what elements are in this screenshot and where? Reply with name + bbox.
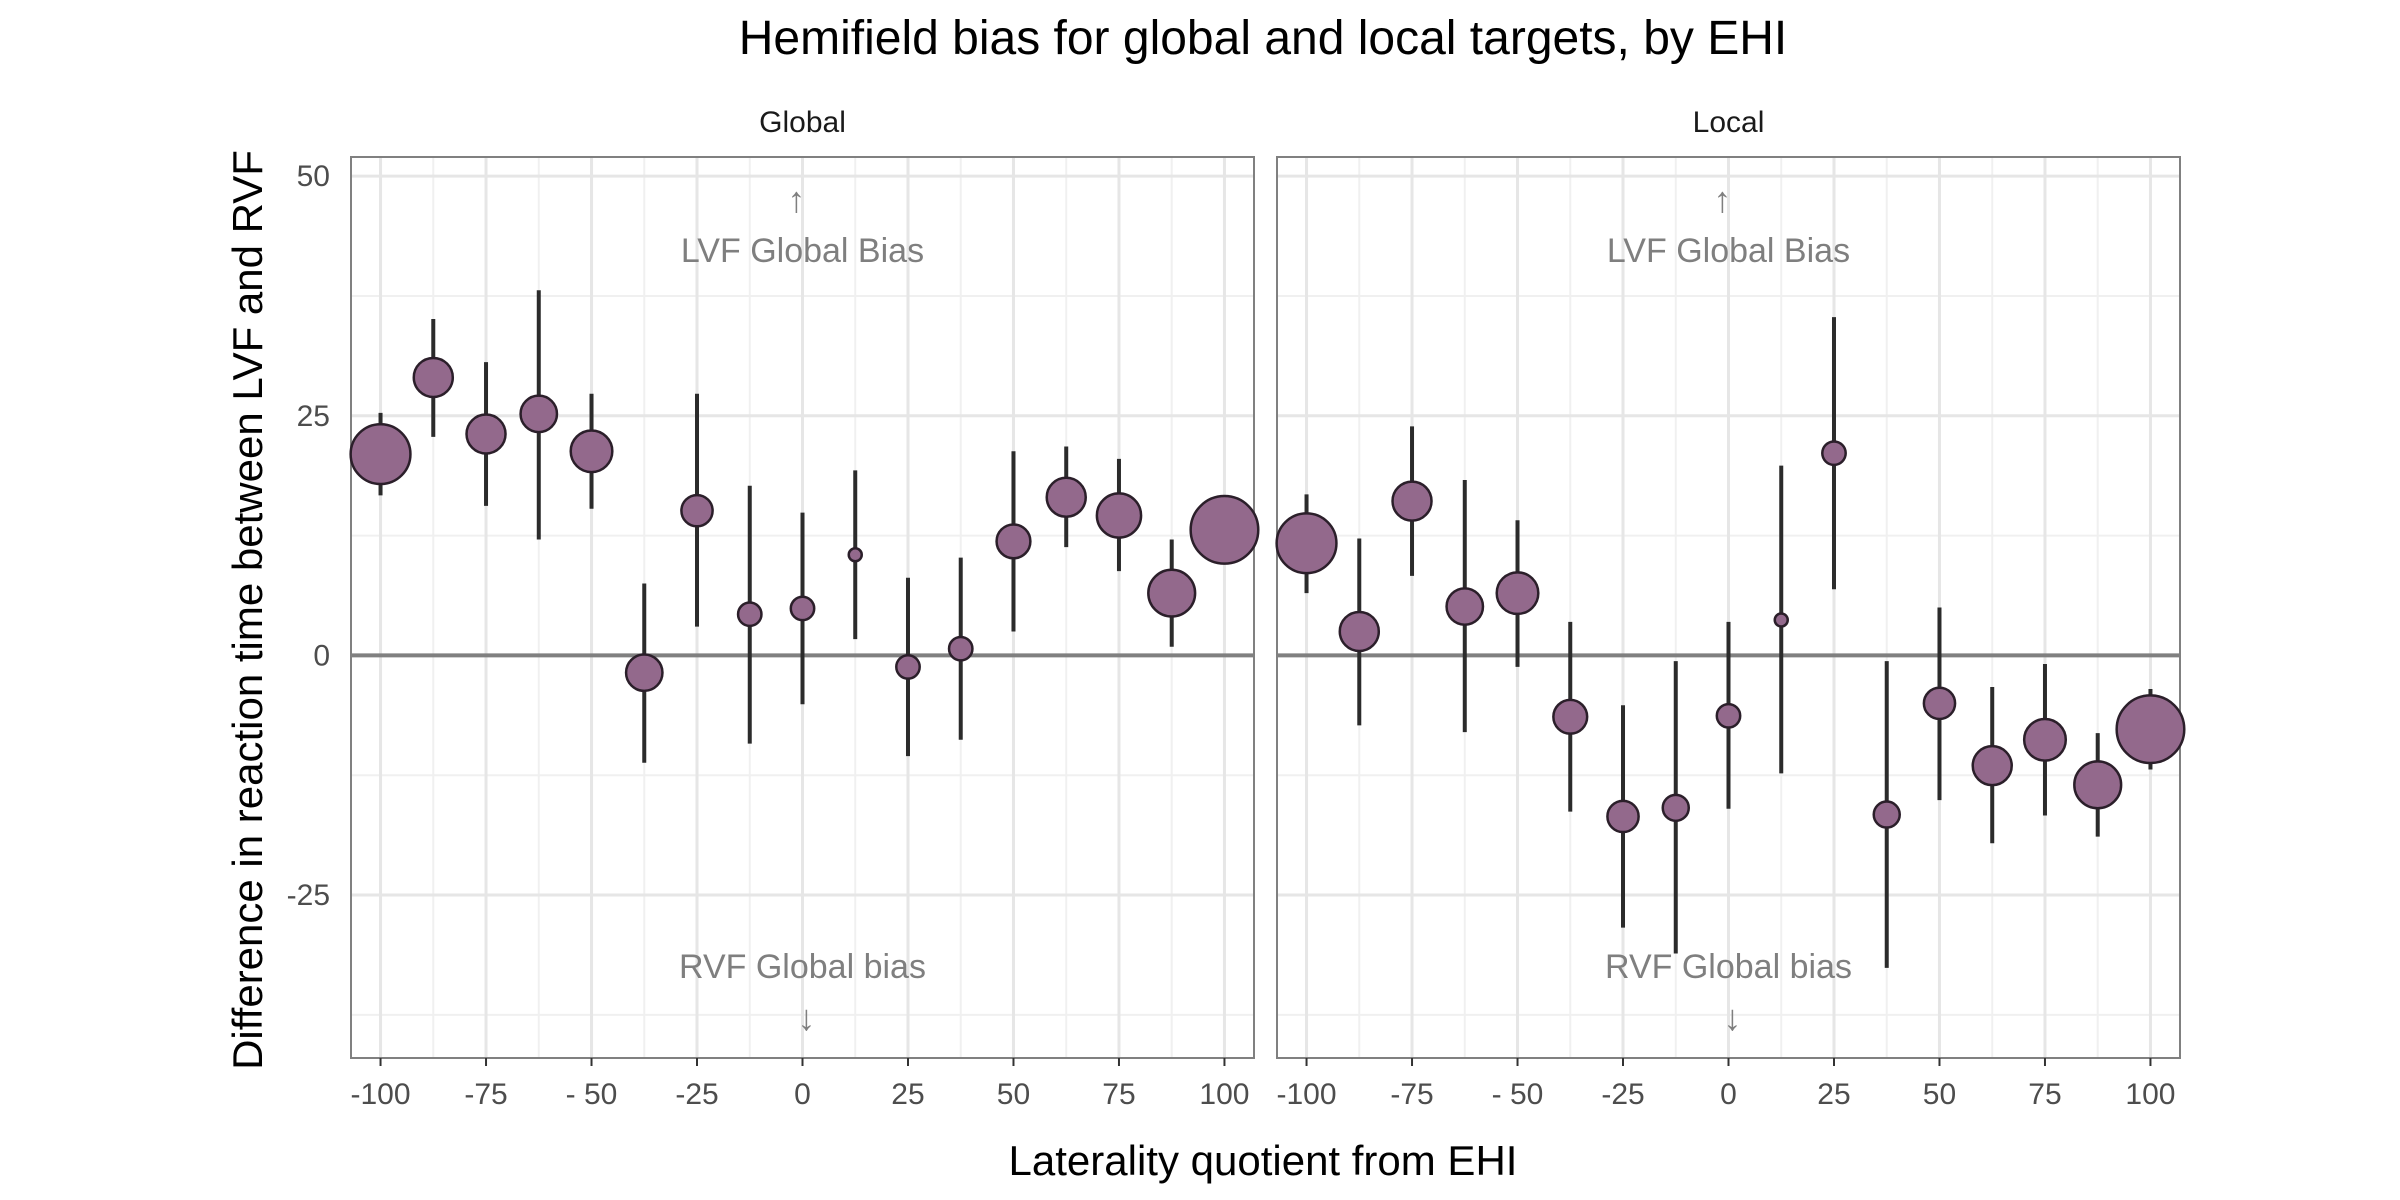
x-tick-label: -75 — [1390, 1078, 1433, 1111]
y-tick-label: 0 — [313, 639, 330, 672]
data-point — [1095, 492, 1143, 539]
x-tick-label: - 50 — [1492, 1078, 1544, 1111]
x-tick-label: 0 — [1720, 1078, 1737, 1111]
annotation-bottom: RVF Global bias — [1605, 948, 1852, 986]
data-point — [1045, 476, 1087, 519]
data-point — [1495, 571, 1540, 616]
data-point — [1275, 512, 1338, 575]
x-tick-label: 25 — [1817, 1078, 1850, 1111]
data-point — [1773, 612, 1789, 628]
data-point — [1661, 793, 1691, 823]
data-point — [1606, 799, 1640, 834]
x-tick-label: 75 — [2028, 1078, 2061, 1111]
panel-local: Local -100 -75 - 50 -25 0 25 50 75 100 ↑ LVF Global… — [1275, 106, 2186, 1111]
chart-title: Hemifield bias for global and local targ… — [739, 12, 1788, 65]
x-tick-label: 100 — [1199, 1078, 1249, 1111]
data-point — [1872, 800, 1901, 829]
data-point — [847, 547, 863, 563]
data-point — [349, 422, 412, 486]
data-point — [895, 653, 921, 680]
y-axis-label: Difference in reaction time between LVF … — [224, 150, 271, 1070]
data-point — [519, 394, 559, 434]
data-point — [1338, 610, 1381, 653]
data-point — [947, 635, 974, 662]
data-point — [1445, 587, 1485, 626]
arrow-up-icon: ↑ — [788, 179, 806, 220]
x-tick-label: - 50 — [566, 1078, 618, 1111]
y-tick-label: 25 — [297, 400, 330, 433]
data-point — [2115, 694, 2186, 765]
data-point — [1189, 494, 1260, 565]
data-point — [465, 413, 507, 455]
annotation-top: LVF Global Bias — [1607, 232, 1850, 270]
x-tick-label: 50 — [1923, 1078, 1956, 1111]
data-point — [680, 493, 714, 528]
data-point — [412, 356, 455, 399]
data-point — [624, 653, 664, 693]
x-tick-label: -25 — [1601, 1078, 1644, 1111]
x-tick-label: -75 — [464, 1078, 507, 1111]
y-tick-label: 50 — [297, 160, 330, 193]
data-point — [1715, 702, 1742, 729]
annotation-bottom: RVF Global bias — [679, 948, 926, 986]
data-point — [995, 523, 1032, 560]
data-point — [1552, 698, 1589, 735]
data-point — [1821, 440, 1847, 467]
x-tick-label: 0 — [794, 1078, 811, 1111]
data-point — [2073, 760, 2123, 810]
data-point — [1922, 686, 1957, 721]
data-point — [569, 429, 614, 474]
arrow-up-icon: ↑ — [1714, 179, 1732, 220]
x-tick-label: 100 — [2125, 1078, 2175, 1111]
data-point — [2022, 717, 2068, 762]
y-tick-label: -25 — [287, 879, 330, 912]
x-tick-label: -100 — [351, 1078, 411, 1111]
data-point — [736, 601, 763, 628]
x-tick-label: -25 — [675, 1078, 718, 1111]
x-tick-label: 50 — [997, 1078, 1030, 1111]
data-point — [1391, 480, 1433, 522]
arrow-down-icon: ↓ — [798, 997, 816, 1038]
data-point — [1971, 744, 2013, 787]
data-point — [1147, 568, 1197, 618]
panel-strip-label: Local — [1693, 106, 1765, 139]
x-tick-label: 75 — [1102, 1078, 1135, 1111]
x-axis-label: Laterality quotient from EHI — [1009, 1137, 1518, 1184]
panel-strip-label: Global — [759, 106, 846, 139]
panel-global: Global -100 -75 - 50 -25 0 25 50 75 100 ↑ LVF Globa… — [349, 106, 1260, 1111]
x-tick-label: 25 — [891, 1078, 924, 1111]
data-point — [789, 595, 816, 622]
arrow-down-icon: ↓ — [1724, 997, 1742, 1038]
annotation-top: LVF Global Bias — [681, 232, 924, 270]
x-tick-label: -100 — [1277, 1078, 1337, 1111]
